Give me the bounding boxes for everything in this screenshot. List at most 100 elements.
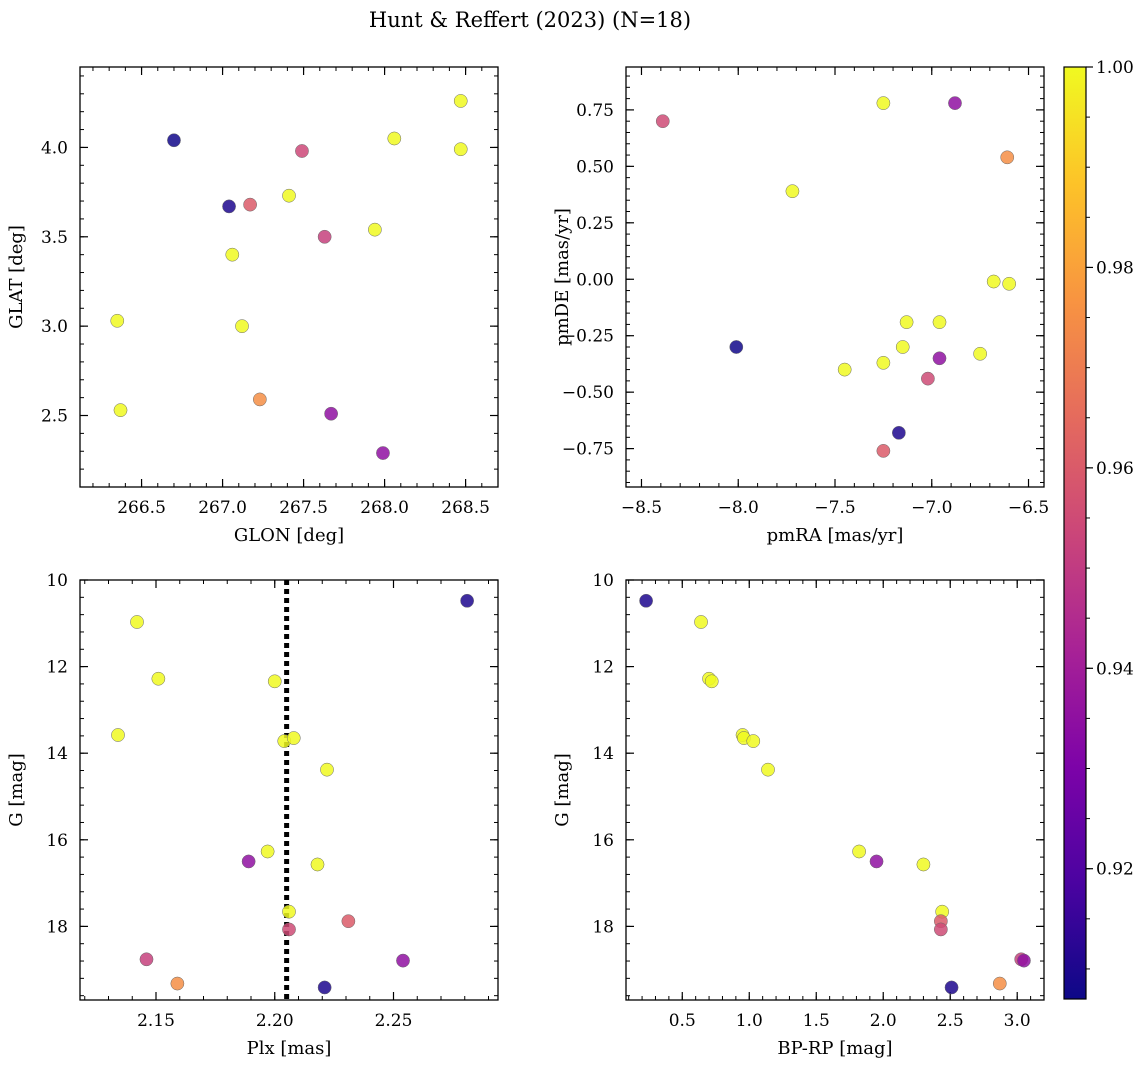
scatter-point bbox=[921, 371, 935, 386]
scatter-point bbox=[167, 133, 181, 148]
scatter-point bbox=[110, 313, 125, 328]
y-tick-label: 10 bbox=[592, 571, 614, 591]
y-tick-label: 3.0 bbox=[41, 317, 68, 337]
scatter-point bbox=[876, 355, 891, 370]
x-tick-label: −7.0 bbox=[911, 498, 952, 518]
scatter-point bbox=[1000, 150, 1015, 165]
minor-ticks bbox=[626, 67, 1044, 487]
scatter-point bbox=[295, 144, 309, 158]
scatter-point bbox=[222, 199, 236, 214]
y-tick-label: 12 bbox=[592, 658, 614, 678]
y-tick-label: −0.25 bbox=[562, 327, 614, 347]
x-tick-label: 0.5 bbox=[669, 1011, 696, 1031]
x-tick-label: 268.5 bbox=[441, 498, 490, 518]
scatter-point bbox=[973, 346, 987, 361]
y-tick-label: 0.25 bbox=[576, 214, 614, 234]
scatter-point bbox=[453, 142, 468, 157]
x-tick-label: −8.5 bbox=[621, 498, 662, 518]
scatter-point bbox=[704, 674, 719, 689]
scatter-point bbox=[986, 274, 1001, 289]
scatter-points bbox=[111, 580, 474, 1000]
scatter-point bbox=[235, 319, 249, 333]
y-tick-label: 16 bbox=[46, 831, 68, 851]
y-tick-label: 0.00 bbox=[576, 270, 614, 290]
scatter-point bbox=[341, 914, 356, 929]
panel-3: 2.15 2.20 2.25 10 12 14 16 18 Plx [mas] G [mag] bbox=[6, 571, 499, 1059]
x-tick-label: 3.0 bbox=[1004, 1011, 1031, 1031]
scatter-point bbox=[225, 247, 240, 262]
minor-ticks bbox=[80, 67, 499, 488]
y-tick-label: 18 bbox=[46, 917, 68, 937]
x-tick-label: 2.25 bbox=[375, 1011, 413, 1031]
scatter-point bbox=[267, 674, 282, 689]
x-axis-label: GLON [deg] bbox=[234, 525, 344, 546]
x-tick-label: 1.5 bbox=[803, 1011, 830, 1031]
minor-ticks bbox=[626, 579, 1045, 1000]
x-tick-label: 2.0 bbox=[870, 1011, 897, 1031]
scatter-point bbox=[113, 403, 128, 417]
scatter-point bbox=[933, 922, 948, 937]
scatter-point bbox=[170, 976, 185, 991]
scatter-point bbox=[151, 671, 166, 686]
y-tick-label: 3.5 bbox=[41, 228, 68, 248]
scatter-point bbox=[899, 315, 914, 330]
scatter-point bbox=[729, 340, 744, 354]
scatter-point bbox=[320, 762, 334, 777]
scatter-point bbox=[139, 952, 154, 967]
panel-1: 266.5 267.0 267.5 268.0 268.5 2.5 3.0 3.5 4.0 GLO… bbox=[6, 66, 499, 546]
scatter-point bbox=[252, 392, 267, 407]
scatter-points bbox=[639, 593, 1031, 995]
scatter-point bbox=[241, 854, 256, 869]
scatter-point bbox=[260, 844, 275, 859]
scatter-point bbox=[932, 315, 947, 330]
scatter-point bbox=[746, 734, 761, 748]
y-tick-label: 16 bbox=[592, 831, 614, 851]
y-tick-label: 14 bbox=[46, 744, 68, 764]
scatter-points bbox=[110, 94, 468, 460]
scatter-point bbox=[286, 731, 301, 745]
scatter-point bbox=[761, 762, 775, 777]
colorbar-tick-label: 0.92 bbox=[1096, 860, 1134, 880]
scatter-point bbox=[111, 728, 125, 742]
scatter-point bbox=[785, 184, 800, 199]
scatter-point bbox=[895, 340, 910, 354]
scatter-point bbox=[282, 188, 296, 203]
y-tick-label: 14 bbox=[592, 744, 614, 764]
x-tick-label: 267.0 bbox=[198, 498, 247, 518]
scatter-point bbox=[396, 953, 410, 968]
x-tick-label: 2.20 bbox=[256, 1011, 294, 1031]
y-tick-label: 2.5 bbox=[41, 407, 68, 427]
scatter-point bbox=[869, 854, 884, 869]
scatter-point bbox=[376, 446, 390, 460]
x-tick-label: 2.15 bbox=[137, 1011, 175, 1031]
scatter-point bbox=[948, 96, 962, 110]
y-axis-label: G [mag] bbox=[552, 753, 573, 826]
x-tick-label: 2.5 bbox=[937, 1011, 964, 1031]
scatter-point bbox=[655, 114, 670, 129]
x-axis-label: Plx [mas] bbox=[247, 1038, 332, 1059]
scatter-point bbox=[282, 922, 296, 937]
axes-frame bbox=[625, 579, 1045, 1001]
panel-4: 0.5 1.0 1.5 2.0 2.5 3.0 10 12 14 16 18 BP-RP [mag] G… bbox=[552, 571, 1045, 1059]
colorbar-tick-label: 1.00 bbox=[1096, 58, 1134, 78]
scatter-point bbox=[317, 229, 332, 244]
scatter-point bbox=[387, 131, 402, 146]
y-axis-label: GLAT [deg] bbox=[6, 225, 27, 329]
scatter-point bbox=[916, 857, 931, 872]
scatter-point bbox=[368, 222, 382, 237]
scatter-point bbox=[852, 844, 866, 859]
x-tick-label: −7.5 bbox=[814, 498, 855, 518]
scatter-point bbox=[317, 980, 332, 995]
scatter-point bbox=[892, 425, 906, 440]
scatter-point bbox=[694, 615, 708, 629]
y-tick-label: 4.0 bbox=[41, 138, 68, 158]
y-tick-label: −0.50 bbox=[562, 383, 614, 403]
colorbar: 0.92 0.94 0.96 0.98 1.00 bbox=[1063, 58, 1134, 1000]
y-tick-label: −0.75 bbox=[562, 440, 614, 460]
scatter-point bbox=[876, 96, 891, 110]
axes-frame bbox=[625, 66, 1045, 488]
scatter-point bbox=[639, 593, 653, 608]
y-axis-label: G [mag] bbox=[6, 753, 27, 826]
scatter-point bbox=[453, 94, 468, 108]
